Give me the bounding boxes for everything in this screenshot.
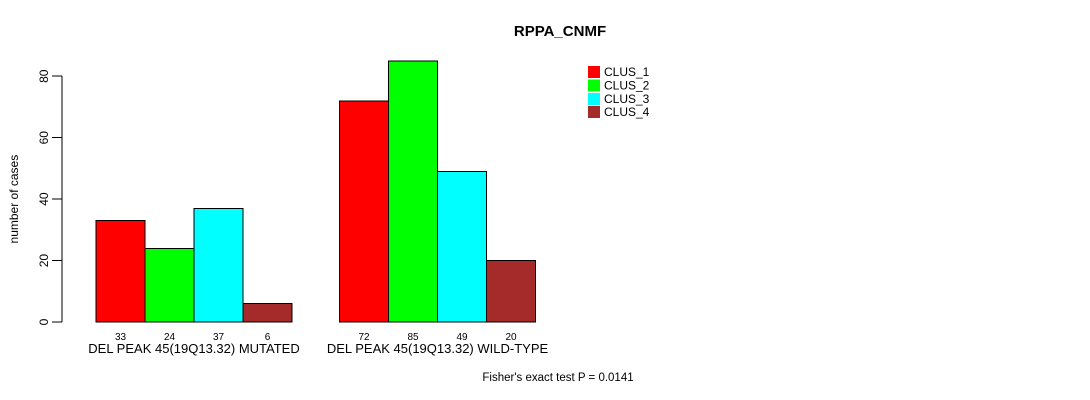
bar-clus_2-group1 — [144, 247, 195, 323]
fisher-test-annotation: Fisher's exact test P = 0.0141 — [482, 372, 633, 384]
bar-value-label: 85 — [407, 332, 419, 343]
y-tick-label: 60 — [37, 131, 51, 145]
y-tick-label: 0 — [37, 318, 51, 325]
bar-value-label: 37 — [213, 332, 225, 343]
bar-clus_4-group1 — [242, 303, 293, 323]
y-tick-label: 40 — [37, 192, 51, 206]
legend-label: CLUS_1 — [604, 65, 650, 79]
legend-label: CLUS_2 — [604, 78, 650, 92]
y-axis-title: number of cases — [7, 155, 21, 244]
bar-value-label: 72 — [358, 332, 370, 343]
chart-title: RPPA_CNMF — [514, 23, 606, 40]
y-tick-label: 80 — [37, 69, 51, 83]
bar-value-label: 33 — [115, 332, 127, 343]
bar-value-label: 6 — [265, 332, 271, 343]
bar-clus_1-group1 — [95, 220, 146, 323]
bar-clus_3-group2 — [437, 170, 487, 323]
bar-clus_2-group2 — [388, 60, 438, 323]
bar-clus_4-group2 — [486, 260, 536, 323]
legend-swatch-clus_2 — [588, 79, 600, 92]
y-tick-label: 20 — [37, 254, 51, 268]
bar-value-label: 49 — [456, 332, 468, 343]
bar-clus_3-group1 — [193, 207, 244, 323]
legend-swatch-clus_1 — [588, 66, 600, 78]
legend-label: CLUS_3 — [604, 92, 650, 106]
bar-clus_1-group2 — [339, 100, 389, 323]
legend-label: CLUS_4 — [604, 105, 650, 119]
legend-swatch-clus_4 — [588, 106, 600, 119]
legend-swatch-clus_3 — [588, 92, 600, 105]
group-label: DEL PEAK 45(19Q13.32) WILD-TYPE — [327, 341, 549, 356]
bar-value-label: 24 — [164, 332, 176, 343]
bar-value-label: 20 — [505, 332, 517, 343]
group-label: DEL PEAK 45(19Q13.32) MUTATED — [88, 341, 299, 356]
